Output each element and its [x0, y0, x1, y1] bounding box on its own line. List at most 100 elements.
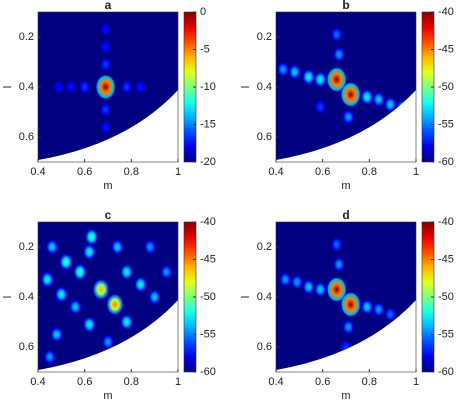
colorbar-tick-label: -40 [200, 216, 216, 228]
y-tick-label: 0.2 [257, 31, 272, 43]
x-tick-label: 1 [413, 166, 419, 178]
intensity-spot [82, 243, 96, 261]
colorbar-tick-label: -50 [200, 291, 216, 303]
intensity-spot [326, 276, 348, 303]
y-tick-label: 0.4 [19, 291, 34, 303]
intensity-spot [288, 64, 301, 80]
intensity-spot [102, 334, 114, 350]
colorbar-tick-label: -60 [200, 366, 216, 378]
intensity-spot [302, 68, 316, 86]
intensity-spot [54, 81, 64, 93]
intensity-spot [360, 299, 374, 315]
intensity-spot [291, 274, 303, 290]
colorbar-tick-label: -55 [200, 328, 216, 340]
colorbar-tick-label: -15 [200, 118, 216, 130]
intensity-spot [69, 299, 82, 315]
panel-title: d [342, 208, 349, 222]
intensity-spot [65, 80, 76, 94]
colorbar-tick-label: -50 [438, 291, 454, 303]
x-axis-label: m [341, 180, 350, 192]
panel-title: b [342, 0, 349, 12]
panel-title: a [105, 0, 112, 12]
intensity-spot [92, 278, 110, 301]
intensity-spot [279, 272, 292, 287]
intensity-spot [384, 96, 397, 113]
colorbar-tick-label: -45 [438, 43, 454, 55]
x-tick-label: 0.8 [362, 376, 377, 388]
intensity-spot [384, 307, 396, 322]
intensity-spot [144, 239, 156, 255]
colorbar-tick-label: -5 [200, 43, 210, 55]
intensity-spot [43, 349, 56, 365]
colorbar-tick-label: -50 [438, 81, 454, 93]
x-tick-label: 0.4 [30, 376, 45, 388]
y-tick-label: 0.6 [19, 341, 34, 353]
spots [54, 23, 146, 134]
intensity-spot [106, 293, 124, 316]
intensity-spot [333, 257, 345, 272]
intensity-spot [101, 23, 111, 36]
x-tick-label: 0.6 [315, 376, 330, 388]
intensity-spot [120, 313, 134, 331]
intensity-spot [59, 253, 73, 271]
intensity-spot [95, 74, 117, 100]
x-tick-label: 0.8 [124, 166, 139, 178]
intensity-spot [45, 239, 59, 255]
y-axis-label: l [2, 86, 14, 88]
intensity-spot [342, 109, 355, 125]
panel-title: c [105, 208, 112, 222]
intensity-spot [100, 57, 111, 72]
invisible-region [38, 300, 178, 372]
intensity-spot [134, 276, 148, 293]
colorbar-tick-label: -40 [438, 6, 454, 18]
intensity-spot [100, 120, 111, 134]
intensity-spot [148, 289, 161, 305]
colorbar-tick-label: -45 [438, 253, 454, 265]
x-tick-label: 1 [175, 376, 181, 388]
colorbar-tick-label: 0 [200, 6, 206, 18]
x-tick-label: 1 [175, 166, 181, 178]
intensity-spot [79, 80, 90, 94]
intensity-spot [314, 281, 327, 298]
y-tick-label: 0.6 [19, 131, 34, 143]
x-tick-label: 0.8 [362, 166, 377, 178]
y-tick-label: 0.6 [257, 341, 272, 353]
y-axis-label: l [240, 296, 252, 298]
intensity-spot [160, 264, 173, 280]
x-tick-label: 0.8 [124, 376, 139, 388]
invisible-region [38, 90, 178, 162]
x-tick-label: 0.6 [315, 166, 330, 178]
y-tick-label: 0.2 [19, 31, 34, 43]
intensity-spot [54, 286, 68, 303]
invisible-region [276, 300, 416, 372]
intensity-spot [100, 40, 111, 54]
intensity-spot [372, 91, 385, 108]
intensity-spot [326, 66, 348, 93]
y-tick-label: 0.2 [19, 241, 34, 253]
x-tick-label: 0.4 [268, 166, 283, 178]
colorbar-tick-label: -20 [200, 156, 216, 168]
intensity-spot [333, 47, 345, 62]
x-axis-label: m [341, 390, 350, 402]
colorbar-tick-label: -55 [438, 118, 454, 130]
intensity-spot [372, 302, 385, 317]
spots [40, 228, 173, 365]
intensity-spot [340, 291, 362, 318]
colorbar-tick-label: -60 [438, 156, 454, 168]
y-tick-label: 0.4 [257, 291, 272, 303]
x-tick-label: 1 [413, 376, 419, 388]
y-tick-label: 0.4 [19, 81, 34, 93]
colorbar-tick-label: -55 [438, 328, 454, 340]
intensity-spot [331, 237, 343, 252]
intensity-spot [277, 62, 289, 77]
x-tick-label: 0.4 [30, 166, 45, 178]
intensity-spot [82, 316, 96, 333]
x-axis-label: m [103, 180, 112, 192]
x-axis-label: m [103, 390, 112, 402]
intensity-spot [84, 228, 99, 246]
colorbar-tick-label: -10 [200, 81, 216, 93]
y-tick-label: 0.4 [257, 81, 272, 93]
intensity-spot [313, 71, 327, 88]
y-axis-label: l [240, 86, 252, 88]
